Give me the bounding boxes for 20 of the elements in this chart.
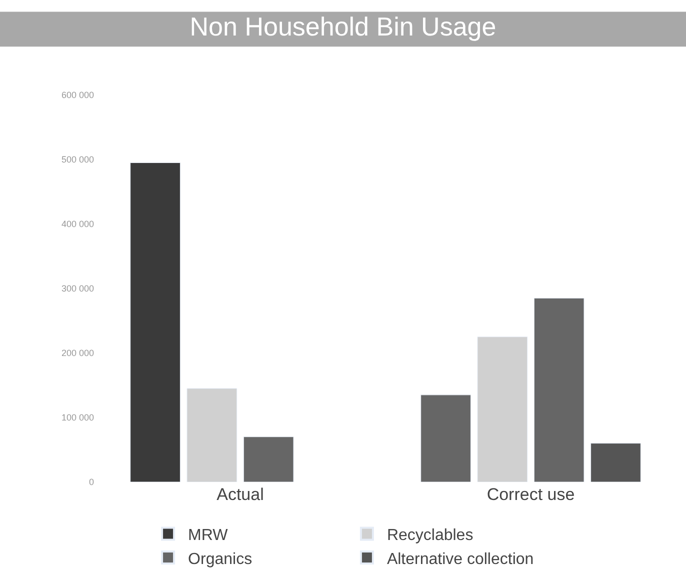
y-tick-label: 500 000 (61, 154, 94, 165)
y-tick-label: 400 000 (61, 219, 94, 230)
legend-label: Alternative collection (386, 550, 534, 568)
legend-label: Recyclables (386, 526, 474, 544)
bar (186, 388, 238, 482)
chart-title: Non Household Bin Usage (190, 11, 496, 42)
x-tick-label: Actual (216, 485, 264, 504)
y-tick-label: 0 (88, 477, 94, 488)
y-tick-label: 300 000 (61, 284, 94, 294)
bar (590, 443, 641, 482)
bar (477, 336, 528, 482)
legend-label: MRW (188, 526, 229, 544)
x-tick-label: Correct use (486, 485, 575, 504)
y-tick-label: 200 000 (61, 348, 94, 358)
legend-label: Organics (188, 550, 252, 568)
bar (243, 436, 294, 482)
y-tick-label: 100 000 (61, 412, 94, 423)
bar (534, 298, 584, 482)
y-tick-label: 600 000 (61, 90, 94, 100)
bar (130, 162, 180, 482)
